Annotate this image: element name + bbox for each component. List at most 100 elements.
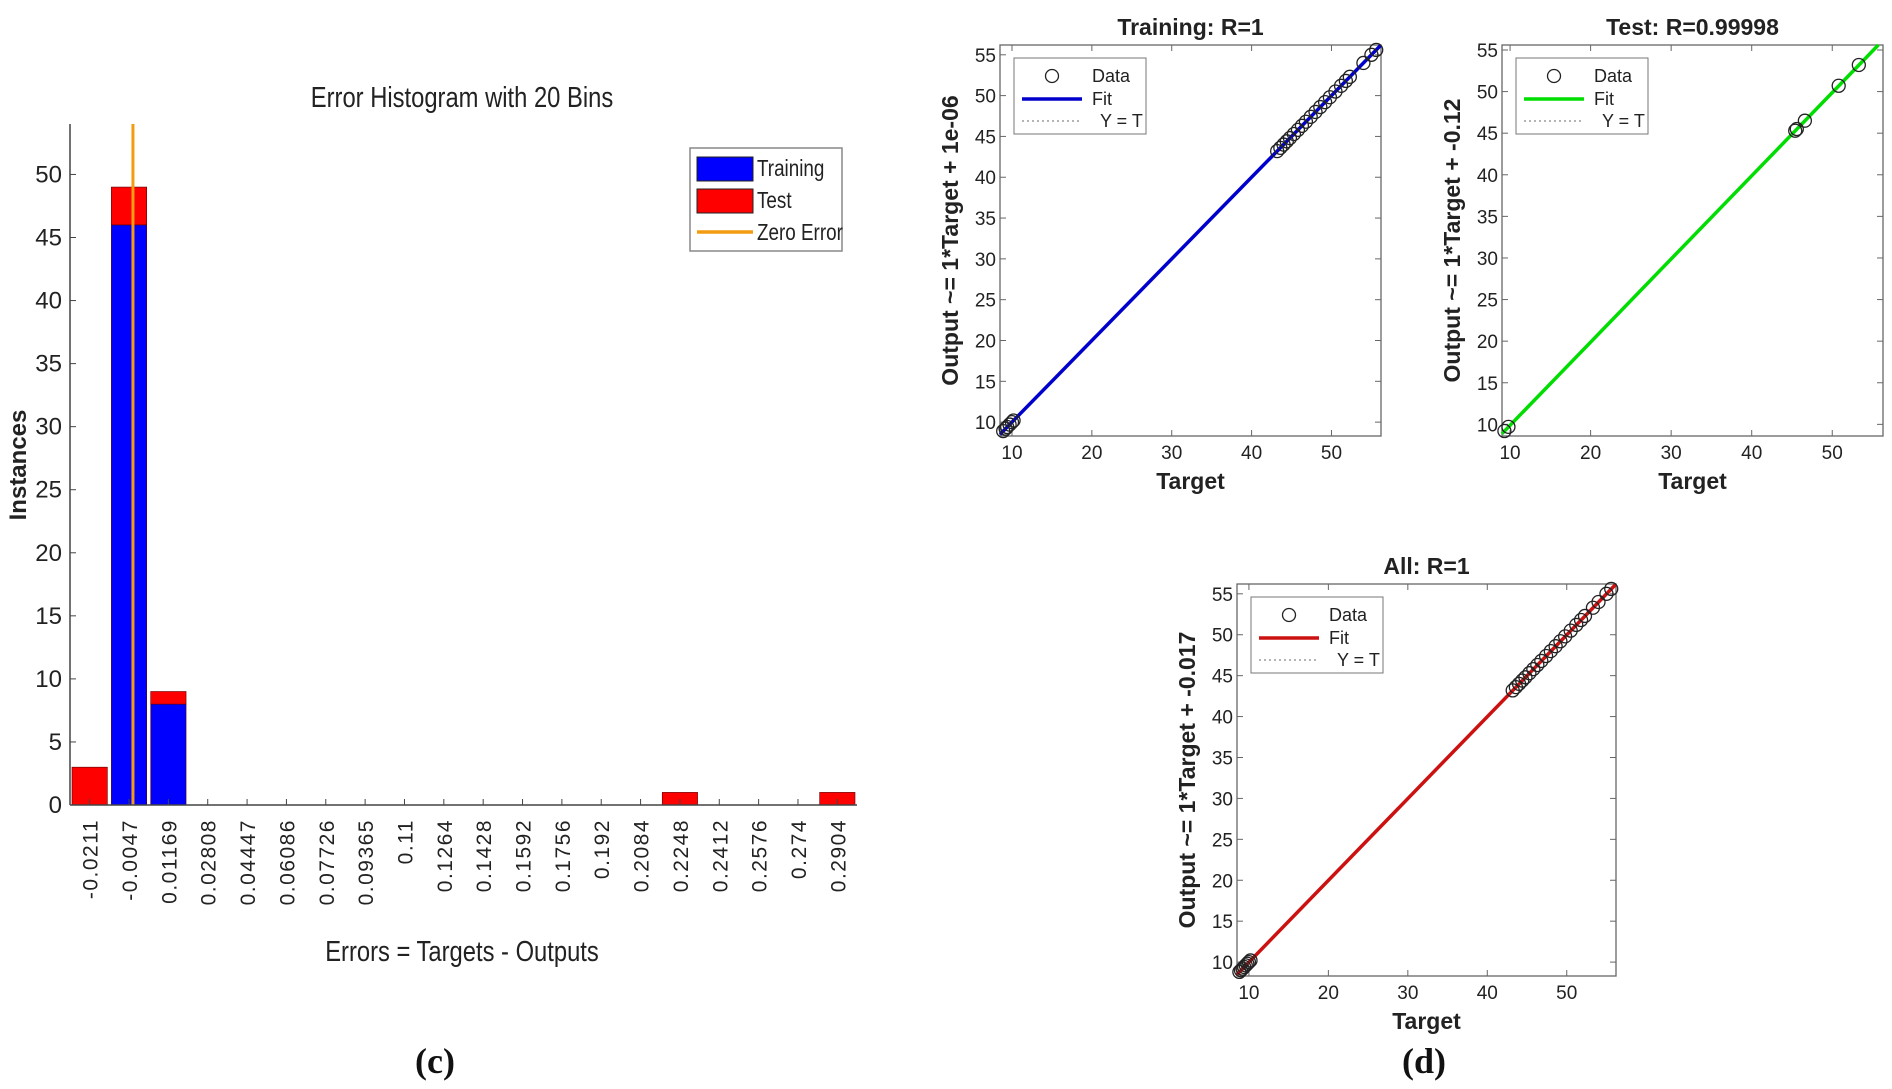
regression-all-data-point <box>1577 608 1593 624</box>
regression-training-legend-data-swatch <box>1044 68 1060 84</box>
histogram-legend: Training Test Zero Error <box>689 147 843 252</box>
regression-training-ytick-label: 25 <box>975 291 996 312</box>
regression-all-ytick-label: 50 <box>1212 626 1233 647</box>
regression-training-data-point <box>1004 414 1020 430</box>
regression-training-legend-data-label: Data <box>1092 66 1131 86</box>
histogram-legend-swatch-0 <box>696 156 754 182</box>
histogram-xtick-label: 0.1592 <box>513 819 536 892</box>
histogram-legend-label-0: Training <box>757 156 824 181</box>
caption-d: (d) <box>1402 1041 1446 1081</box>
regression-all-title: All: R=1 <box>1383 553 1469 579</box>
regression-training-ylabel: Output ~= 1*Target + 1e-06 <box>937 95 963 385</box>
regression-training-xtick-label: 30 <box>1161 443 1182 464</box>
regression-training-data-point <box>1308 104 1323 120</box>
regression-training-data-point <box>1369 42 1384 58</box>
histogram-xtick-label: 0.2576 <box>749 819 772 892</box>
histogram-xlabel: Errors = Targets - Outputs <box>325 935 599 968</box>
regression-test-ytick-label: 50 <box>1477 83 1498 104</box>
regression-training-data-point <box>1282 130 1298 146</box>
histogram-ytick-label: 15 <box>35 603 62 630</box>
histogram-bar-training-2 <box>150 703 187 806</box>
regression-test-ytick-label: 55 <box>1477 41 1498 62</box>
regression-test-xtick-label: 30 <box>1661 443 1682 464</box>
regression-training-data-point <box>1328 84 1343 99</box>
regression-training-legend-identity-label: Y = T <box>1100 111 1143 131</box>
regression-test-data-point <box>1789 121 1804 137</box>
regression-all-legend-identity-label: Y = T <box>1337 650 1380 670</box>
regression-all-xtick-label: 40 <box>1477 983 1498 1004</box>
regression-all-data-point <box>1573 612 1589 628</box>
regression-training-xlabel: Target <box>1156 468 1225 494</box>
regression-training-title: Training: R=1 <box>1117 14 1264 40</box>
histogram-xtick-label: 0.01169 <box>158 819 181 904</box>
regression-training-ytick-label: 45 <box>975 127 996 148</box>
histogram-legend-label-2: Zero Error <box>757 220 843 245</box>
regression-training-data-point <box>1298 114 1314 129</box>
regression-test-ylabel: Output ~= 1*Target + -0.12 <box>1439 99 1465 383</box>
regression-all-data-point <box>1543 643 1558 659</box>
histogram-xtick-label: 0.04447 <box>237 819 260 905</box>
regression-all-legend-fit-label: Fit <box>1329 628 1349 648</box>
regression-all-ytick-label: 20 <box>1212 871 1233 892</box>
histogram-bar-test-2 <box>150 691 187 705</box>
regression-test-ytick-label: 35 <box>1477 207 1498 228</box>
regression-training-data-point <box>1286 126 1302 142</box>
regression-all-data-point <box>1243 953 1258 968</box>
regression-all-legend-data-swatch <box>1281 607 1297 623</box>
histogram-xtick-label: 0.2904 <box>827 819 850 892</box>
histogram-xtick-label: 0.192 <box>591 819 614 879</box>
regression-all-ytick-label: 35 <box>1212 748 1233 769</box>
regression-all-data-point <box>1599 586 1614 601</box>
histogram-xtick-label: 0.07726 <box>316 819 339 905</box>
regression-all-data-point <box>1240 956 1255 971</box>
regression-training-ytick-label: 30 <box>975 250 996 271</box>
regression-all-xtick-label: 50 <box>1556 983 1577 1004</box>
regression-training-xtick-label: 20 <box>1081 443 1102 464</box>
regression-all-ytick-label: 30 <box>1212 789 1233 810</box>
regression-test-ytick-label: 10 <box>1477 415 1498 436</box>
regression-test-data-point <box>1851 57 1866 73</box>
regression-all-data-point <box>1557 629 1573 644</box>
regression-training-data-point <box>1356 55 1371 71</box>
regression-all-ylabel: Output ~= 1*Target + -0.017 <box>1174 632 1200 929</box>
regression-test-xtick-label: 20 <box>1580 443 1601 464</box>
regression-test-ytick-label: 45 <box>1477 124 1498 145</box>
regression-all-xtick-label: 10 <box>1238 983 1259 1004</box>
regression-all-fit-line <box>1235 582 1618 976</box>
histogram-title: Error Histogram with 20 Bins <box>311 81 613 114</box>
histogram-xtick-label: 0.274 <box>788 819 811 879</box>
regression-training-ytick-label: 10 <box>975 413 996 434</box>
regression-test-ytick-label: 30 <box>1477 249 1498 270</box>
regression-test-fit-line <box>1500 43 1880 435</box>
regression-test-title: Test: R=0.99998 <box>1606 14 1779 40</box>
histogram-legend-label-1: Test <box>757 188 792 213</box>
histogram-xtick-label: 0.1428 <box>473 819 496 892</box>
regression-training-ytick-label: 15 <box>975 372 996 393</box>
histogram-xtick-label: 0.2084 <box>631 819 654 892</box>
regression-all-data-point <box>1585 600 1601 615</box>
regression-all-data-point <box>1569 617 1584 633</box>
regression-training-data-point <box>1338 73 1354 89</box>
regression-all-ytick-label: 15 <box>1212 912 1233 933</box>
regression-test-ytick-label: 40 <box>1477 166 1498 187</box>
regression-training-data-point <box>1333 78 1349 93</box>
regression-training-data-point <box>1294 118 1310 133</box>
regression-all-xtick-label: 20 <box>1318 983 1339 1004</box>
regression-all-ytick-label: 25 <box>1212 830 1233 851</box>
regression-training-legend-box <box>1013 57 1147 135</box>
regression-all-xtick-label: 30 <box>1397 983 1418 1004</box>
regression-all-data-point <box>1522 666 1537 681</box>
regression-training-ytick-label: 35 <box>975 209 996 230</box>
regression-training-data-point <box>1342 69 1357 84</box>
histogram-xtick-label: 0.11 <box>394 819 417 864</box>
histogram-bar-test-0 <box>71 766 108 806</box>
histogram-xtick-label: 0.1264 <box>434 819 457 892</box>
histogram-xtick-label: 0.2248 <box>670 819 693 892</box>
regression-training-data-point <box>1313 99 1328 115</box>
regression-all-data-point <box>1238 958 1253 973</box>
regression-all-data-point <box>1526 661 1541 677</box>
regression-test-legend-data-label: Data <box>1594 66 1633 86</box>
histogram-ytick-label: 30 <box>35 414 62 441</box>
